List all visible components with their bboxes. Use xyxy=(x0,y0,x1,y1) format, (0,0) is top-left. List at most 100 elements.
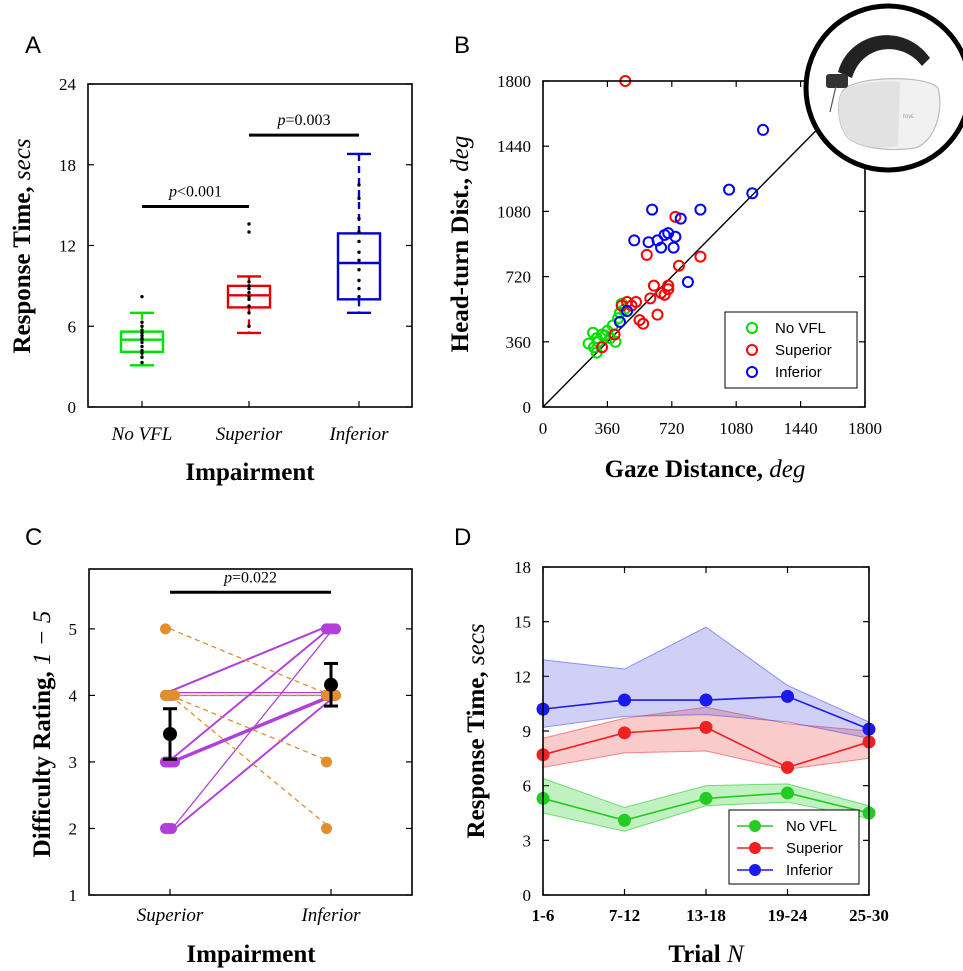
panel-b-ytick-label: 720 xyxy=(506,268,532,287)
panel-d-ytick-label: 18 xyxy=(514,558,531,577)
panel-d-ytick-label: 15 xyxy=(514,613,531,632)
series-point xyxy=(781,689,794,703)
paired-line-declined xyxy=(169,694,332,829)
panel-b-xtick-label: 720 xyxy=(659,419,685,438)
panel-a-xlabel-text: Impairment xyxy=(185,459,315,486)
scatter-point-inferior xyxy=(655,241,668,254)
panel-b-xtick-label: 1800 xyxy=(848,419,882,438)
panel-b-xtick-label: 1440 xyxy=(784,419,818,438)
data-point xyxy=(140,328,144,332)
panel-d-xtick-label: 1-6 xyxy=(532,906,555,925)
data-point xyxy=(140,344,144,349)
data-point xyxy=(140,331,144,335)
panel-letter-d: D xyxy=(454,524,471,551)
scatter-point-inferior xyxy=(669,230,682,243)
panel-a-ylabel-text: Response Time, xyxy=(9,180,36,353)
scatter-point-superior xyxy=(637,317,650,330)
data-point xyxy=(247,280,251,284)
paired-line-improved xyxy=(169,695,332,763)
significance-label-value: =0.022 xyxy=(232,569,277,586)
scatter-point-superior xyxy=(633,314,646,327)
panel-b-xtick-label: 360 xyxy=(595,419,621,438)
panel-d-ytick-label: 6 xyxy=(523,777,532,796)
legend-marker xyxy=(746,344,758,356)
mean-marker xyxy=(324,677,338,692)
scatter-point-inferior xyxy=(681,276,694,289)
panel-a-xtick-label: No VFL xyxy=(111,424,173,445)
panel-b-xlabel: Gaze Distance, deg xyxy=(605,456,806,483)
data-point xyxy=(140,320,144,324)
significance-label-symbol: p xyxy=(168,183,177,200)
paired-line-improved xyxy=(169,624,332,693)
significance-label: p<0.001 xyxy=(168,183,222,200)
data-point xyxy=(247,311,251,315)
scatter-point-inferior xyxy=(723,183,736,196)
paired-line-declined xyxy=(169,628,332,697)
rating-dot xyxy=(330,689,341,701)
legend-label: No VFL xyxy=(775,320,826,337)
panel-d-line: 0 3 6 9 12 15 18 1-6 7-12 13-18 19-24 25-30 No VFL Su… xyxy=(463,558,889,968)
panel-c-ylabel: Difficulty Rating, 1 − 5 xyxy=(29,611,56,858)
svg-text:FOVE: FOVE xyxy=(903,114,914,119)
scatter-point-superior xyxy=(672,259,685,272)
panel-c-xlabel: Impairment xyxy=(186,941,316,968)
legend-marker xyxy=(749,820,761,832)
scatter-point-superior xyxy=(596,341,609,354)
panel-c-ytick-label: 4 xyxy=(69,686,78,705)
data-point xyxy=(140,348,144,353)
paired-line-improved xyxy=(169,696,332,764)
panel-d-xlabel-unit: N xyxy=(721,941,745,968)
panel-b-xlabel-text: Gaze Distance, xyxy=(605,456,763,483)
scatter-point-superior xyxy=(640,248,653,261)
panel-d-xlabel: Trial N xyxy=(668,941,745,968)
data-point xyxy=(357,196,361,201)
panel-b-ylabel-text: Head-turn Dist., xyxy=(447,172,474,353)
paired-line-improved xyxy=(169,699,332,834)
paired-line-improved xyxy=(169,631,332,832)
data-point xyxy=(357,250,361,254)
rating-dot xyxy=(321,756,332,768)
panel-a-ylabel: Response Time, secs xyxy=(9,138,36,353)
panel-d-xtick-label: 19-24 xyxy=(768,906,808,925)
legend-marker xyxy=(746,366,758,378)
rating-dot xyxy=(321,822,332,834)
series-point xyxy=(699,693,713,707)
scatter-point-superior xyxy=(651,308,664,321)
paired-line-improved xyxy=(169,694,332,763)
paired-line-improved xyxy=(169,627,332,762)
data-point xyxy=(140,324,144,328)
significance-label: p=0.003 xyxy=(276,112,330,129)
panel-d-xtick-label: 7-12 xyxy=(609,906,640,925)
data-point xyxy=(357,230,361,234)
rating-dot xyxy=(163,689,174,701)
panel-c-xtick-label: Inferior xyxy=(300,905,361,926)
legend-label: Superior xyxy=(786,840,843,857)
scatter-point-inferior xyxy=(757,123,770,136)
legend-marker xyxy=(749,842,761,854)
panel-d-ylabel-text: Response Time, xyxy=(463,665,490,838)
panel-a-plot-frame xyxy=(87,83,413,408)
scatter-point-superior xyxy=(608,328,621,341)
panel-b-ylabel-unit: deg xyxy=(447,136,474,172)
panel-b-xlabel-unit: deg xyxy=(763,456,805,483)
data-point xyxy=(357,239,361,244)
panel-b-ytick-label: 360 xyxy=(506,333,532,352)
significance-label: p=0.022 xyxy=(223,569,277,586)
data-point xyxy=(247,284,251,288)
series-point xyxy=(781,760,794,774)
series-point xyxy=(618,693,631,707)
significance-label-symbol: p xyxy=(276,112,285,129)
panel-b-ytick-label: 0 xyxy=(523,398,532,417)
panel-d-ytick-label: 12 xyxy=(514,667,531,686)
scatter-point-superior xyxy=(662,279,675,292)
scatter-point-superior xyxy=(647,279,660,292)
panel-b-scatter: 0 360 720 1080 1440 1800 0 360 720 1080 1440 1800 No… xyxy=(447,72,882,483)
panel-d-legend: No VFL Superior Inferior xyxy=(728,809,860,885)
legend-label: Inferior xyxy=(775,364,822,381)
series-point xyxy=(618,726,631,740)
data-point xyxy=(357,278,361,283)
scatter-point-superior xyxy=(644,292,657,305)
scatter-point-inferior xyxy=(746,187,759,200)
scatter-point-no-vfl xyxy=(590,332,603,345)
